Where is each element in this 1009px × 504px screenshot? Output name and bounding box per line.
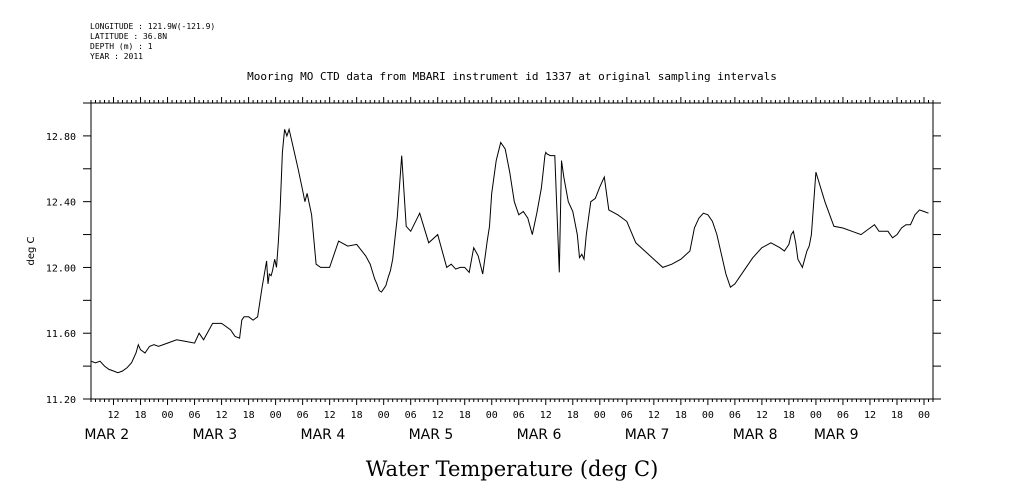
x-month-label: MAR 7 [625,427,670,443]
bottom-title: Water Temperature (deg C) [366,457,659,481]
x-hour-label: 06 [405,410,417,421]
longitude-text: LONGITUDE : 121.9W(-121.9) [90,22,216,31]
x-month-label: MAR 5 [409,427,454,443]
x-hour-label: 12 [432,410,444,421]
x-hour-label: 18 [135,410,147,421]
metadata-block: LONGITUDE : 121.9W(-121.9) LATITUDE : 36… [90,22,215,62]
x-hour-label: 18 [783,410,795,421]
x-hour-label: 00 [378,410,390,421]
x-hour-label: 06 [837,410,849,421]
year-text: YEAR : 2011 [90,52,143,61]
x-hour-label: 12 [107,410,119,421]
plot-frame [90,102,934,400]
x-month-label: MAR 9 [814,427,859,443]
x-hour-label: 06 [189,410,201,421]
x-hour-label: 06 [513,410,525,421]
chart-title: Mooring MO CTD data from MBARI instrumen… [247,70,777,83]
x-month-labels: MAR 2 MAR 3 MAR 4 MAR 5 MAR 6 MAR 7 MAR 8 MAR 9 [84,427,858,443]
x-hour-label: 12 [756,410,768,421]
x-hour-labels: 12 18 00 06 12 18 00 06 12 18 00 06 12 18 00 06 12 18 00 06… [107,410,930,421]
x-hour-label: 18 [243,410,255,421]
x-ticks-top [90,97,934,103]
x-hour-label: 00 [702,410,714,421]
x-month-label: MAR 8 [733,427,778,443]
x-hour-label: 06 [729,410,741,421]
x-hour-label: 00 [162,410,174,421]
x-month-label: MAR 3 [192,427,237,443]
x-hour-label: 12 [864,410,876,421]
y-ticks [83,102,941,400]
x-hour-label: 18 [675,410,687,421]
y-axis-label: deg C [26,236,37,265]
x-hour-label: 12 [324,410,336,421]
x-hour-label: 18 [567,410,579,421]
y-tick-label: 12.00 [46,263,76,274]
x-month-label: MAR 4 [301,427,346,443]
x-month-label: MAR 2 [84,427,129,443]
y-tick-label: 12.80 [46,132,76,143]
latitude-text: LATITUDE : 36.8N [90,32,168,41]
y-tick-label: 12.40 [46,198,76,209]
x-hour-label: 00 [594,410,606,421]
x-hour-label: 12 [540,410,552,421]
x-hour-label: 06 [621,410,633,421]
y-tick-label: 11.60 [46,329,76,340]
y-tick-label: 11.20 [46,395,76,406]
depth-text: DEPTH (m) : 1 [90,42,153,51]
x-hour-label: 12 [216,410,228,421]
series-line [90,127,929,374]
x-hour-label: 12 [648,410,660,421]
x-ticks-bottom [90,399,934,405]
y-tick-labels: 11.20 11.60 12.00 12.40 12.80 [46,132,76,406]
x-month-label: MAR 6 [517,427,562,443]
x-hour-label: 00 [486,410,498,421]
x-hour-label: 18 [891,410,903,421]
x-hour-label: 00 [810,410,822,421]
x-hour-label: 18 [351,410,363,421]
x-hour-label: 18 [459,410,471,421]
x-hour-label: 00 [918,410,930,421]
x-hour-label: 06 [297,410,309,421]
x-hour-label: 00 [270,410,282,421]
